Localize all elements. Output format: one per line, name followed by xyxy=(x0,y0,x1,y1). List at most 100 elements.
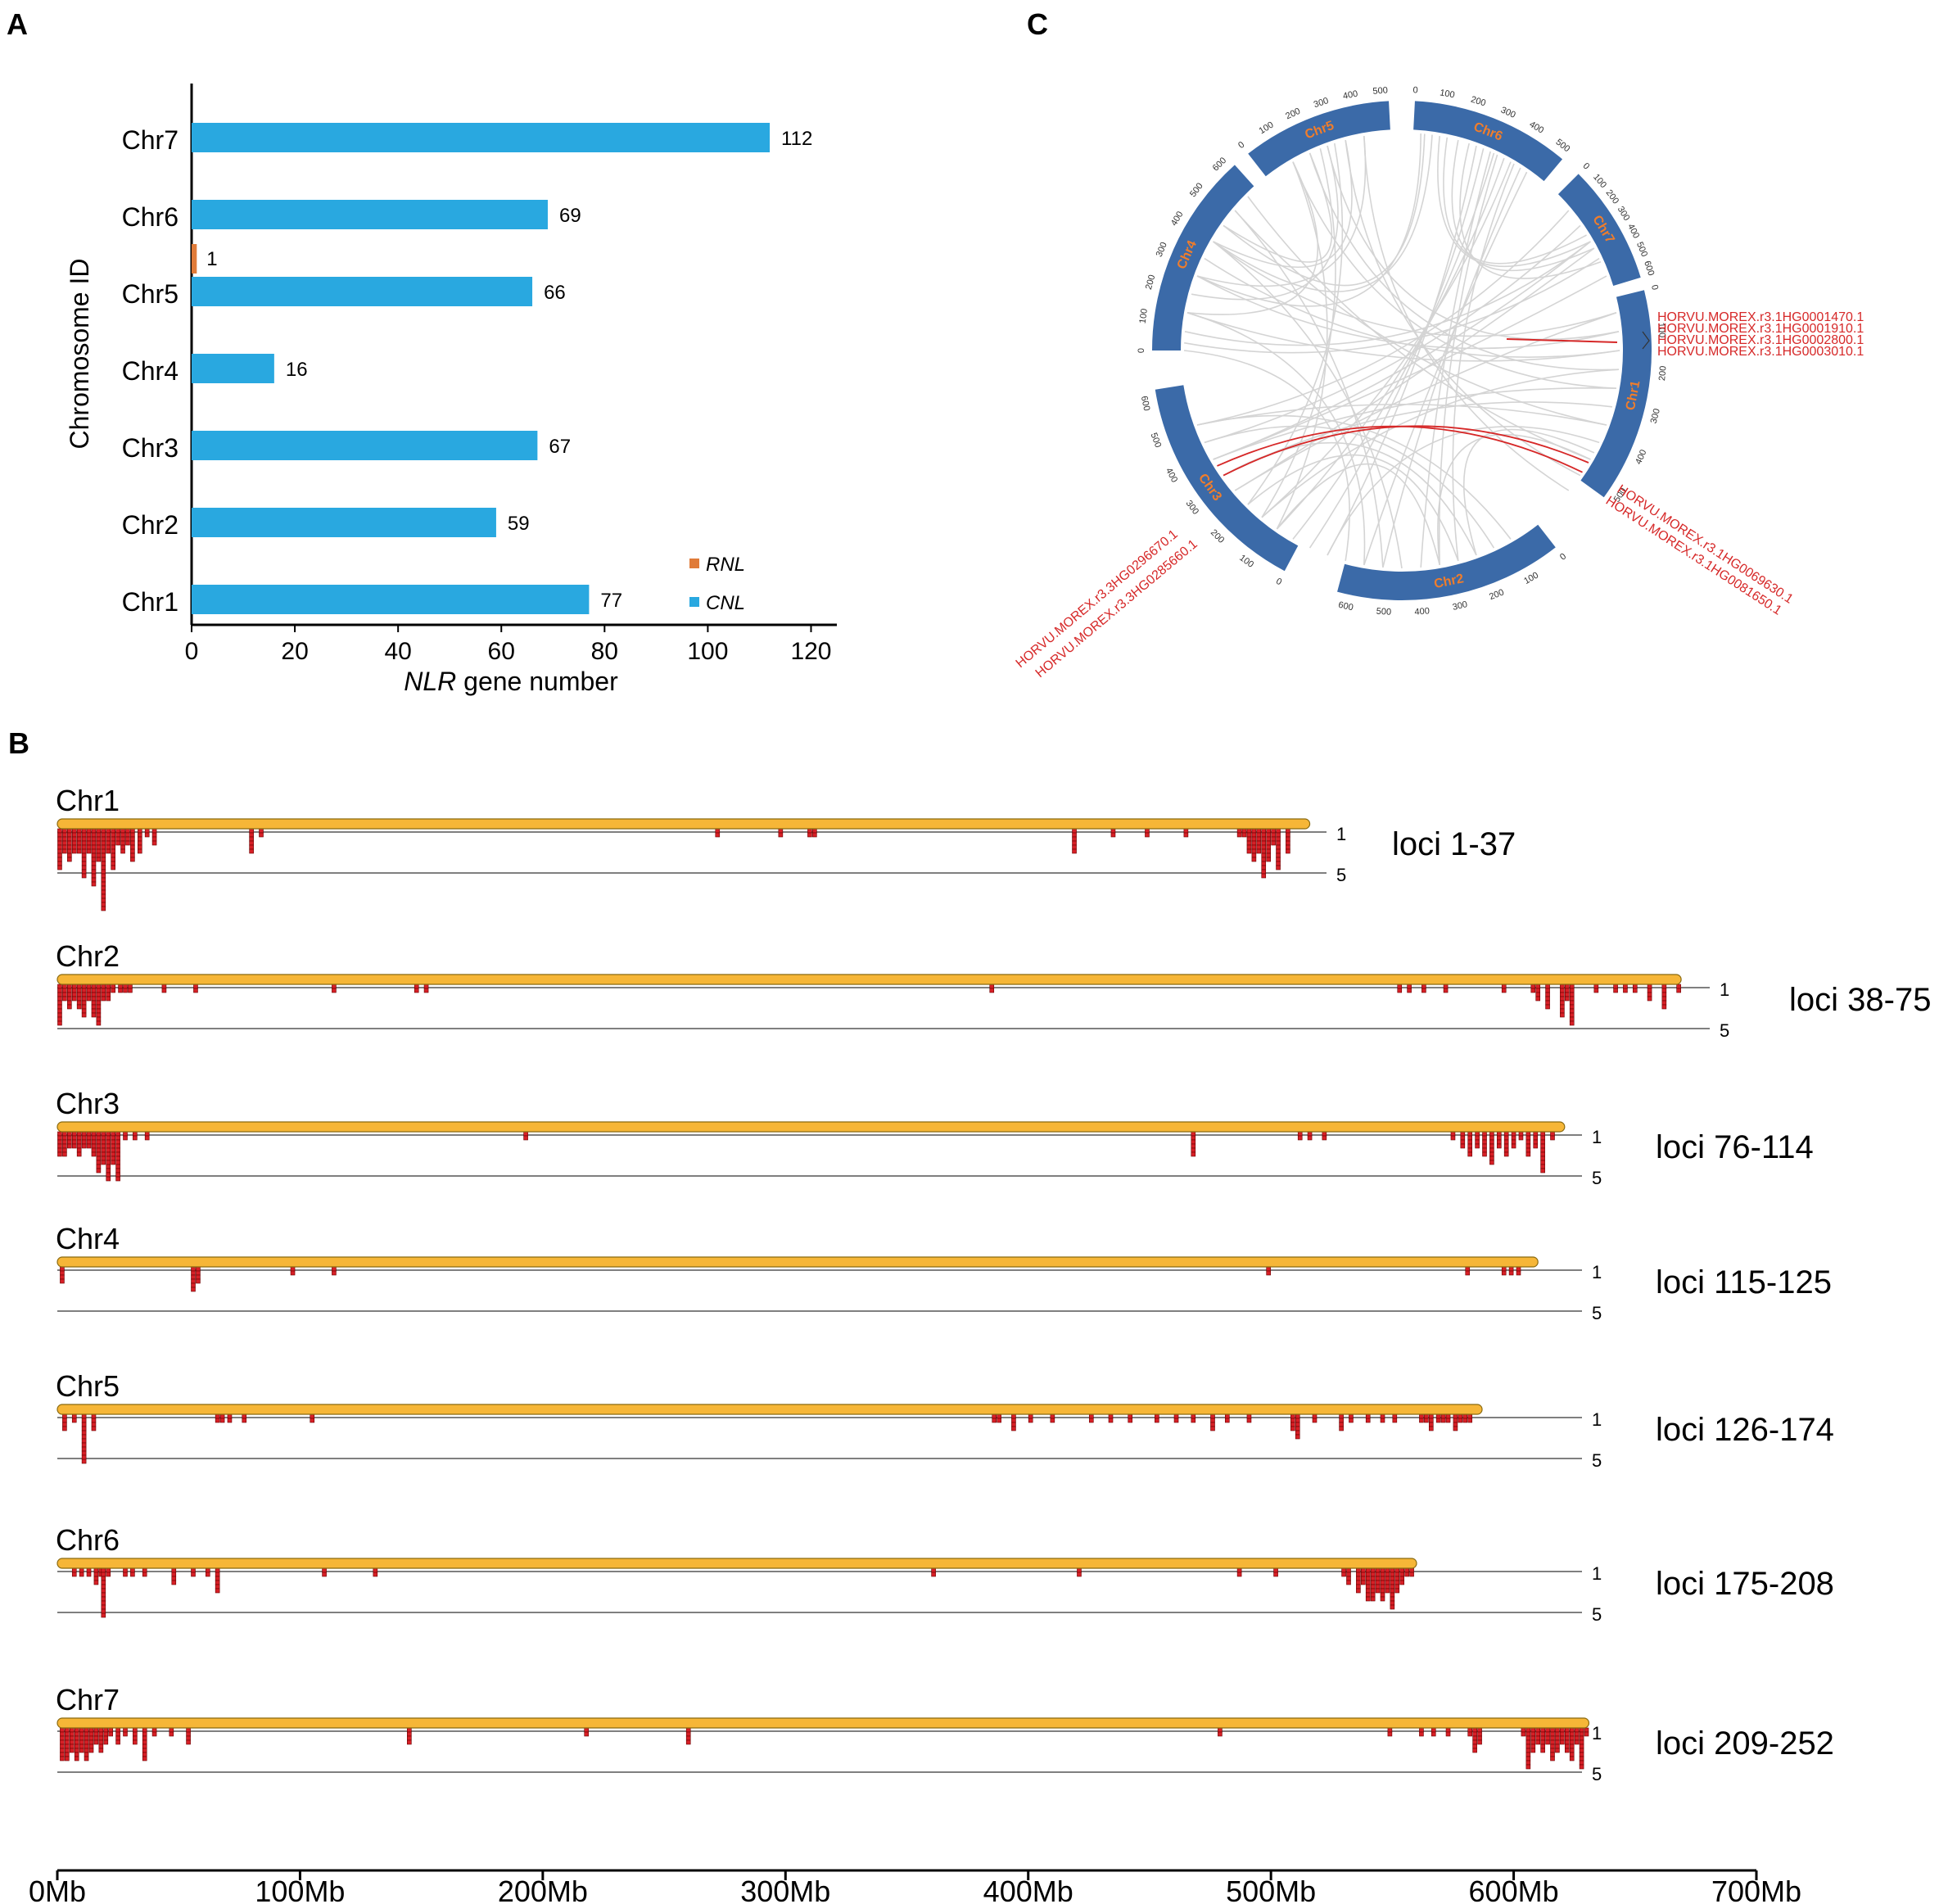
locus-segment xyxy=(1261,840,1267,846)
panel-a-bar-chart: Chromosome ID NLR gene number 0 20 40 60 80 1… xyxy=(65,84,837,696)
locus-segment xyxy=(1236,832,1242,838)
locus-segment xyxy=(101,1147,106,1153)
locus-stack xyxy=(96,984,102,1026)
locus-segment xyxy=(91,840,97,846)
cnl-bar-value: 69 xyxy=(559,205,581,227)
locus-segment xyxy=(1375,1572,1381,1577)
x-tick-label: 300Mb xyxy=(740,1875,830,1904)
locus-segment xyxy=(992,1413,997,1419)
locus-segment xyxy=(81,1418,87,1423)
legend-cnl-label: CNL xyxy=(706,592,745,614)
synteny-link xyxy=(1382,167,1521,568)
locus-segment xyxy=(120,848,125,854)
locus-segment xyxy=(1579,1739,1584,1745)
locus-segment xyxy=(62,844,67,850)
locus-segment xyxy=(101,857,106,862)
locus-segment xyxy=(1307,1135,1313,1141)
x-tick-label: 20 xyxy=(281,638,308,665)
locus-segment xyxy=(1579,1727,1584,1733)
locus-segment xyxy=(215,1588,220,1594)
locus-segment xyxy=(71,1567,77,1573)
locus-segment xyxy=(106,828,111,834)
locus-segment xyxy=(1349,1418,1354,1423)
locus-segment xyxy=(1564,1739,1570,1745)
locus-stack xyxy=(1560,984,1565,1018)
locus-segment xyxy=(115,1168,120,1174)
locus-segment xyxy=(101,844,106,850)
locus-segment xyxy=(142,1731,147,1737)
locus-stack xyxy=(1623,984,1628,993)
locus-segment xyxy=(1623,988,1628,993)
locus-segment xyxy=(196,1278,201,1284)
locus-segment xyxy=(1560,1727,1565,1733)
locus-stack xyxy=(290,1266,296,1276)
circos-tick-label: 200 xyxy=(1604,188,1621,206)
locus-stack xyxy=(1574,1727,1580,1745)
locus-stack xyxy=(91,984,97,1018)
chromosome-track: Chr2 1 5 loci 38-75 xyxy=(56,939,1931,1041)
locus-segment xyxy=(1579,1743,1584,1749)
locus-segment xyxy=(1564,1748,1570,1753)
locus-segment xyxy=(215,1584,220,1590)
locus-stack xyxy=(1525,1131,1531,1157)
locus-segment xyxy=(1525,1756,1531,1762)
locus-segment xyxy=(1465,1270,1471,1276)
locus-segment xyxy=(76,988,82,993)
locus-segment xyxy=(62,1143,67,1149)
locus-segment xyxy=(778,828,784,834)
locus-segment xyxy=(1407,984,1412,989)
locus-segment xyxy=(86,1131,92,1137)
locus-segment xyxy=(57,996,62,1002)
locus-segment xyxy=(81,1450,87,1456)
chromosome-name: Chr7 xyxy=(56,1683,120,1716)
locus-stack xyxy=(1246,828,1252,854)
locus-stack xyxy=(219,1413,225,1423)
panel-a-x-axis-title-italic: NLR xyxy=(404,667,456,696)
locus-segment xyxy=(106,1135,111,1141)
locus-segment xyxy=(1503,1131,1509,1137)
locus-segment xyxy=(1555,1743,1560,1749)
x-tick-label: 500Mb xyxy=(1226,1875,1316,1904)
locus-segment xyxy=(1560,992,1565,997)
locus-stack xyxy=(242,1413,247,1423)
chromosome-band xyxy=(1557,174,1641,287)
locus-segment xyxy=(1246,844,1252,850)
locus-segment xyxy=(1661,1000,1667,1006)
locus-segment xyxy=(96,1004,102,1010)
locus-segment xyxy=(115,1135,120,1141)
locus-segment xyxy=(1467,1135,1473,1141)
locus-segment xyxy=(81,1004,87,1010)
synteny-link xyxy=(1196,133,1421,307)
locus-segment xyxy=(71,848,77,854)
locus-stack xyxy=(91,1131,97,1157)
locus-stack xyxy=(812,828,817,838)
locus-segment xyxy=(65,1739,70,1745)
synteny-link xyxy=(1261,369,1620,518)
locus-segment xyxy=(1525,1748,1531,1753)
locus-segment xyxy=(1050,1418,1055,1423)
locus-segment xyxy=(1540,1164,1545,1169)
synteny-link xyxy=(1213,387,1616,460)
locus-segment xyxy=(1560,1000,1565,1006)
circos-tick-label: 400 xyxy=(1164,466,1179,484)
locus-segment xyxy=(81,848,87,854)
locus-segment xyxy=(584,1731,590,1737)
locus-segment xyxy=(414,984,419,989)
locus-stack xyxy=(1535,1727,1541,1745)
locus-stack xyxy=(1530,984,1536,993)
locus-segment xyxy=(1467,1727,1473,1733)
locus-segment xyxy=(91,853,97,858)
locus-stack xyxy=(144,1131,150,1141)
locus-segment xyxy=(106,1156,111,1161)
locus-segment xyxy=(60,1274,65,1280)
x-tick-label: 600Mb xyxy=(1469,1875,1559,1904)
locus-segment xyxy=(76,984,82,989)
locus-segment xyxy=(111,836,115,842)
locus-segment xyxy=(1613,988,1618,993)
synteny-link xyxy=(1234,210,1384,568)
locus-segment xyxy=(130,836,135,842)
locus-segment xyxy=(1261,853,1267,858)
locus-stack xyxy=(96,1131,102,1174)
locus-segment xyxy=(1286,840,1290,846)
locus-segment xyxy=(191,1287,196,1292)
